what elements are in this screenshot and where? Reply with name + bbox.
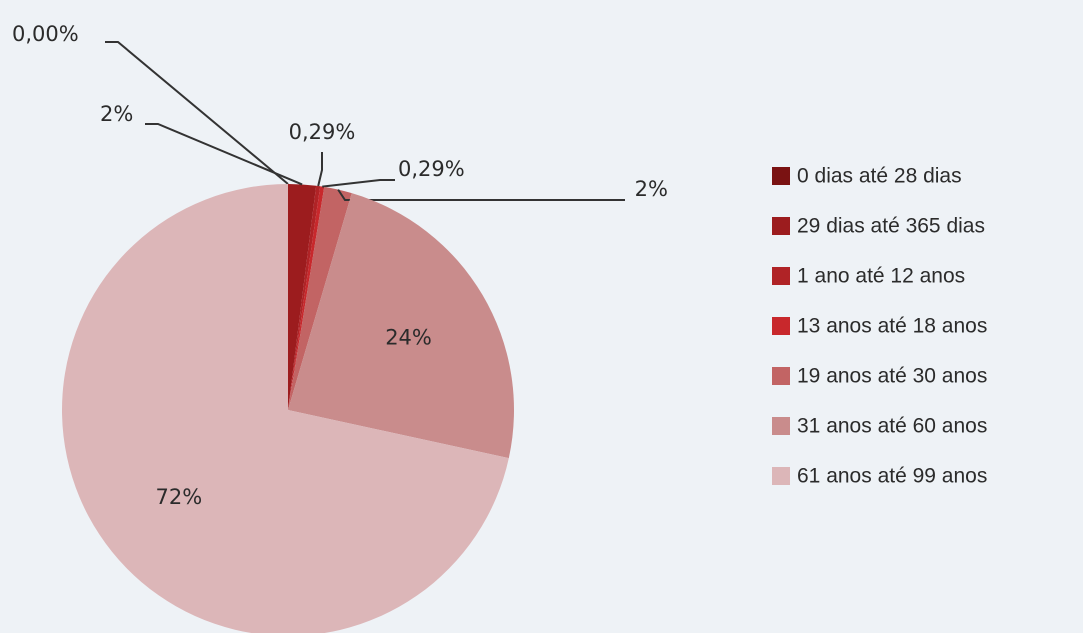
data-label: 0,00%	[12, 22, 79, 46]
leader-line	[105, 41, 289, 185]
leader-line	[337, 189, 625, 201]
data-label: 2%	[100, 102, 133, 126]
legend-label: 31 anos até 60 anos	[797, 415, 987, 438]
data-label: 0,29%	[289, 120, 356, 144]
data-label: 2%	[635, 177, 668, 201]
legend-label: 19 anos até 30 anos	[797, 365, 987, 388]
data-label: 24%	[385, 326, 432, 350]
data-label: 0,29%	[398, 157, 465, 181]
legend-label: 29 dias até 365 dias	[797, 215, 985, 238]
pie-slice	[288, 186, 325, 410]
legend-swatch	[772, 217, 790, 235]
pie-slice	[288, 186, 352, 410]
leader-line	[145, 123, 303, 186]
leader-line	[317, 152, 323, 187]
leader-line	[322, 179, 395, 188]
pie-slice	[62, 184, 509, 633]
legend-swatch	[772, 317, 790, 335]
legend-swatch	[772, 267, 790, 285]
legend-swatch	[772, 167, 790, 185]
legend-label: 1 ano até 12 anos	[797, 265, 965, 288]
legend-swatch	[772, 417, 790, 435]
legend-label: 0 dias até 28 dias	[797, 165, 962, 188]
data-label: 72%	[156, 485, 203, 509]
legend-swatch	[772, 467, 790, 485]
legend-swatch	[772, 367, 790, 385]
pie-slice	[288, 184, 317, 410]
legend-label: 61 anos até 99 anos	[797, 465, 987, 488]
pie-slice	[288, 193, 514, 459]
legend-label: 13 anos até 18 anos	[797, 315, 987, 338]
pie-slice	[288, 185, 321, 410]
